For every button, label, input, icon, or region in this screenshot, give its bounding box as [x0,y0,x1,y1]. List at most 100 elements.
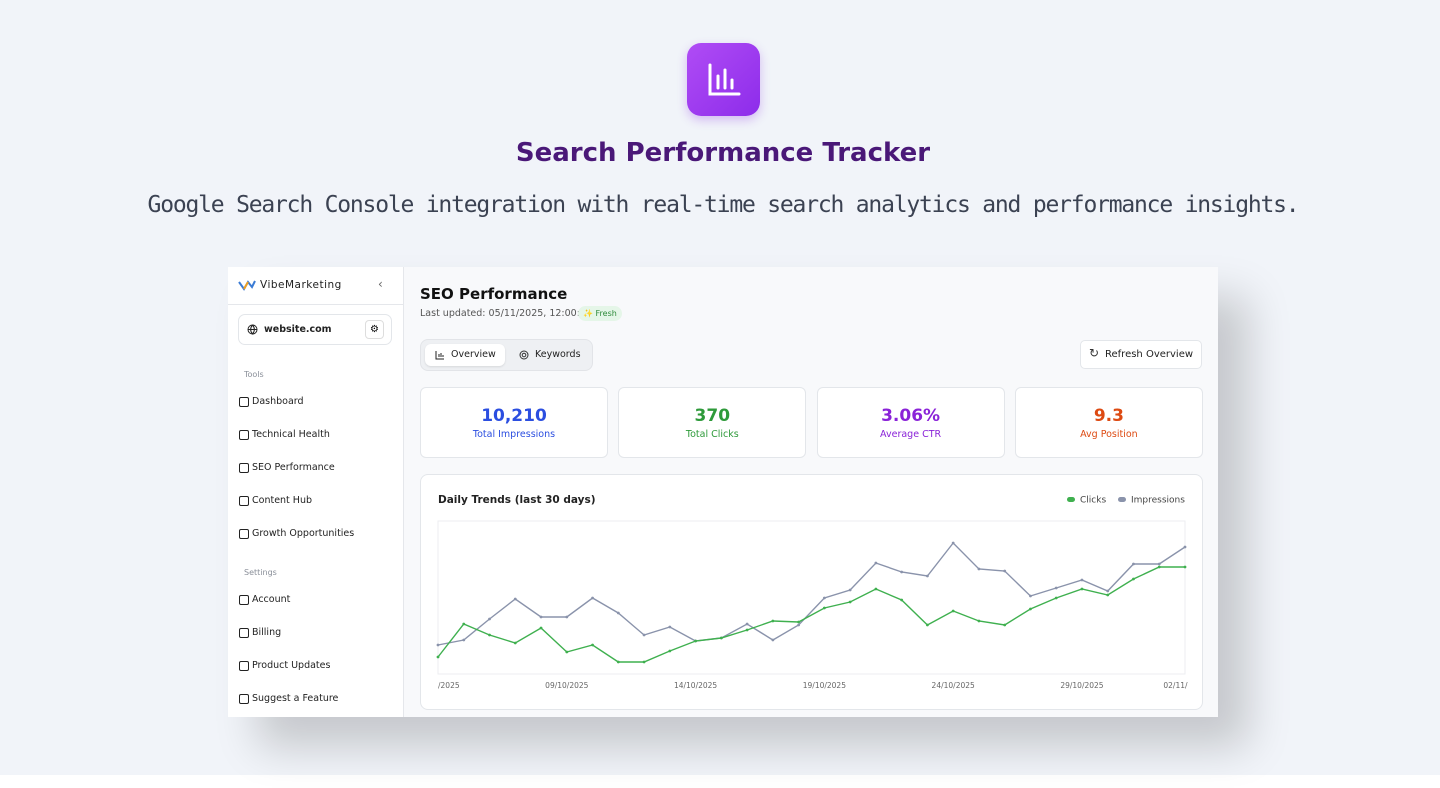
point [642,633,646,637]
point [874,561,878,565]
main-title: SEO Performance [420,285,568,303]
x-tick-label: 29/10/2025 [1060,681,1103,690]
stat-value: 3.06% [881,406,941,426]
point [668,649,672,653]
stat-label: Total Impressions [472,429,556,440]
x-tick-label: 04/10/2025 [421,681,460,690]
nav-label: Billing [252,627,282,638]
hero-subtitle: Google Search Console integration with r… [147,192,1300,218]
point [848,588,852,592]
sidebar: VibeMarketing ‹ website.com ⚙ Tools Dashb… [228,267,404,717]
point [539,615,543,619]
point [1157,562,1161,566]
stat-card: 10,210 Total Impressions [420,387,608,458]
nav-icon [239,529,249,539]
chart: Daily Trends (last 30 days) 04/10/2025 09… [421,494,1202,690]
nav-item[interactable]: Product Updates [238,656,388,676]
nav-item[interactable]: SEO Performance [238,458,388,478]
stat-label: Average CTR [880,429,942,440]
stat-card: 9.3 Avg Position [1014,387,1203,458]
stat-card: 3.06% Average CTR [816,387,1005,458]
nav-item[interactable]: Content Hub [238,491,388,511]
series-line [437,541,1186,646]
refresh-button[interactable]: ↻ Refresh Overview [1080,340,1202,369]
point [668,625,672,629]
point [565,615,569,619]
nav-icon [239,463,249,473]
point [488,617,491,621]
nav-label: Technical Health [252,429,330,440]
chart-title: Daily Trends (last 30 days) [438,494,596,506]
point [1183,565,1187,569]
legend-swatch [1067,497,1075,502]
point [822,606,826,610]
nav-label: Product Updates [252,660,331,671]
site-settings[interactable]: ⚙ [365,320,384,339]
point [436,643,440,647]
point [513,597,517,601]
nav-icon [239,661,249,671]
fresh-badge: ✨ Fresh [578,306,622,321]
nav-icon [239,496,249,506]
nav-item[interactable]: Technical Health [238,425,388,445]
point [513,641,517,645]
point [951,541,955,545]
tabs: Overview Keywords [420,339,593,371]
tab-active[interactable]: Overview [425,344,505,366]
stat-value: 370 [694,406,731,426]
legend-label: Impressions [1131,496,1185,506]
nav-item[interactable]: Billing [238,623,388,643]
nav-icon [239,595,249,605]
footer-band [0,775,1440,788]
point [745,628,749,632]
nav-icon [239,694,249,704]
x-tick-label: 09/10/2025 [545,681,588,690]
stat-label: Avg Position [1080,429,1138,440]
point [488,633,491,637]
point [462,638,466,642]
app-window: VibeMarketing ‹ website.com ⚙ Tools Dashb… [228,267,1218,717]
point [1157,565,1161,569]
site-name: website.com [264,324,332,335]
collapse-button[interactable]: ‹ [378,277,383,291]
nav-item[interactable]: Account [238,590,388,610]
point [977,619,981,623]
nav-icon [239,628,249,638]
point [874,587,878,591]
tab-label[interactable]: Keywords [535,349,581,360]
point [1106,593,1110,597]
point [616,660,620,664]
site-selector[interactable]: website.com ⚙ [238,314,392,345]
point [616,611,620,615]
nav-label: Growth Opportunities [252,528,355,539]
point [591,596,594,600]
nav-icon [239,430,249,440]
nav-item[interactable]: Dashboard [238,392,388,412]
point [1029,594,1032,598]
x-tick-label: 19/10/2025 [803,681,846,690]
x-tick-label: 24/10/2025 [932,681,975,690]
x-tick-label: 02/11/2025 [1163,681,1202,690]
point [642,660,646,664]
point [951,609,955,613]
brand-logo [238,280,256,291]
point [1132,562,1135,566]
nav-label: Account [252,594,291,605]
nav-section: Settings [244,568,277,577]
point [926,623,929,627]
point [1029,607,1032,611]
nav-item[interactable]: Suggest a Feature [238,689,388,709]
stat-label: Total Clicks [685,429,739,440]
point [1132,577,1135,581]
legend-swatch [1118,497,1126,502]
stat-card: 370 Total Clicks [618,387,807,458]
point [1054,596,1058,600]
point [539,626,543,630]
point [745,622,749,626]
nav-item[interactable]: Growth Opportunities [238,524,388,544]
nav-section: Tools [244,370,264,379]
point [900,598,904,602]
stat-value: 10,210 [481,406,547,426]
stat-value: 9.3 [1093,406,1124,426]
